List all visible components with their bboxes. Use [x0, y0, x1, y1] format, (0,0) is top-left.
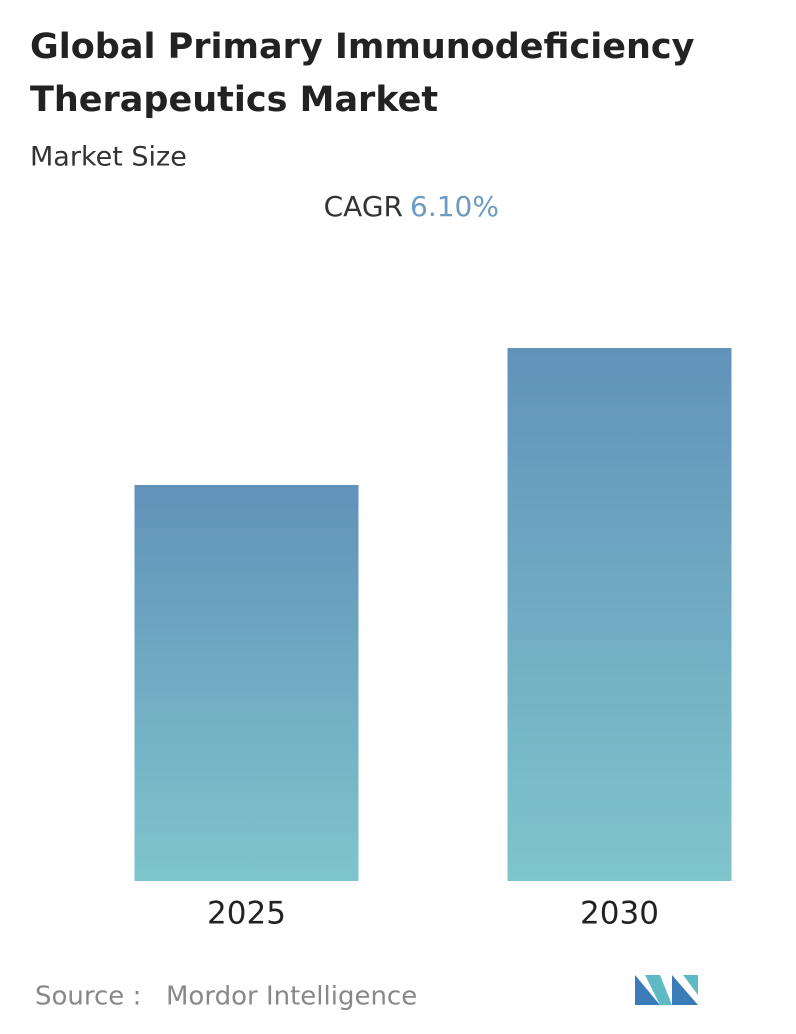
bar	[507, 348, 732, 881]
x-tick-label: 2025	[207, 896, 286, 932]
logo	[635, 975, 698, 1005]
chart-title: Therapeutics Market	[30, 80, 438, 120]
source: Mordor Intelligence	[166, 982, 417, 1012]
chart-subtitle: Market Size	[30, 142, 187, 173]
x-tick-label: 2030	[580, 896, 659, 932]
cagr-label: CAGR	[324, 190, 403, 223]
bar	[134, 484, 359, 881]
cagr-value: 6.10%	[410, 190, 499, 223]
chart-title: Global Primary Immunodeficiency	[30, 27, 695, 67]
source-label: Source :	[35, 982, 141, 1012]
